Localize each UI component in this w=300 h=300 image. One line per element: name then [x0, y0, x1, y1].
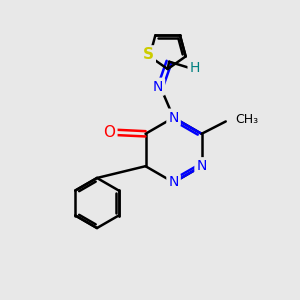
Text: N: N [168, 176, 179, 189]
Text: CH₃: CH₃ [235, 113, 258, 127]
Text: O: O [103, 125, 115, 140]
Text: H: H [190, 61, 200, 75]
Text: N: N [168, 111, 179, 124]
Text: S: S [143, 47, 154, 62]
Text: N: N [196, 159, 207, 173]
Text: N: N [153, 80, 163, 94]
